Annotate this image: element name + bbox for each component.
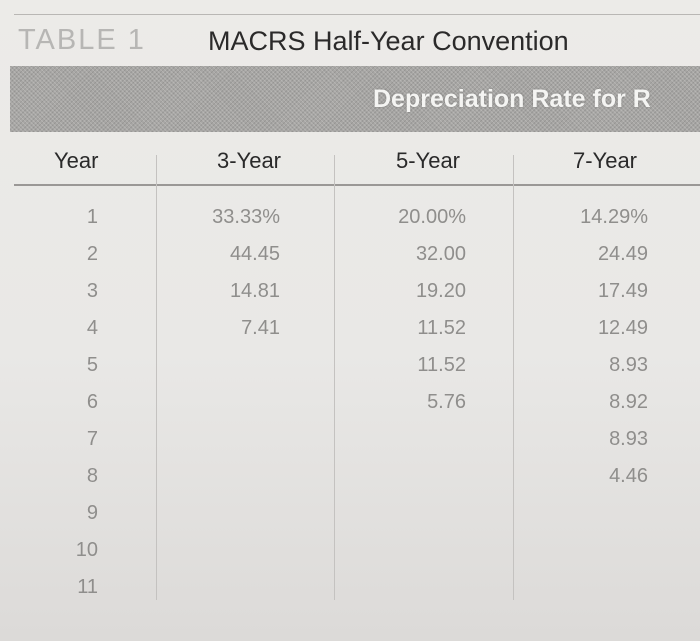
rate-cell: 8.93: [609, 428, 648, 450]
year-column: 1 2 3 4 5 6 7 8 9 10 11: [58, 205, 98, 612]
header-rule: [14, 184, 700, 186]
seven-year-column: 14.29% 24.49 17.49 12.49 8.93 8.92 8.93 …: [560, 205, 648, 501]
rate-cell: 33.33%: [212, 206, 280, 228]
year-cell: 1: [86, 206, 98, 228]
header-7-year: 7-Year: [573, 148, 638, 173]
rate-cell: 8.93: [609, 354, 648, 376]
year-cell: 8: [86, 465, 98, 487]
year-cell: 11: [77, 576, 98, 598]
rate-cell: 4.46: [609, 465, 648, 487]
column-divider: [334, 155, 335, 600]
rate-cell: 5.76: [427, 391, 466, 413]
header-year: Year: [54, 148, 99, 173]
rate-cell: 8.92: [609, 391, 648, 413]
rate-cell: 20.00%: [398, 206, 466, 228]
table-label: TABLE 1: [18, 24, 146, 56]
rate-cell: 7.41: [241, 317, 280, 339]
rate-cell: 14.81: [229, 280, 280, 302]
column-divider: [513, 155, 514, 600]
banner-text: Depreciation Rate for R: [373, 85, 651, 113]
header-5-year: 5-Year: [396, 148, 461, 173]
rate-cell: 17.49: [597, 280, 648, 302]
rate-cell: 32.00: [415, 243, 466, 265]
rate-cell: 24.49: [597, 243, 648, 265]
year-cell: 10: [75, 539, 98, 561]
year-cell: 4: [86, 317, 98, 339]
header-3-year: 3-Year: [217, 148, 282, 173]
year-cell: 9: [86, 502, 98, 524]
year-cell: 2: [86, 243, 98, 265]
rate-cell: 44.45: [229, 243, 280, 265]
year-cell: 6: [86, 391, 98, 413]
five-year-column: 20.00% 32.00 19.20 11.52 11.52 5.76: [378, 205, 466, 427]
table-title: MACRS Half-Year Convention: [208, 26, 569, 56]
year-cell: 3: [86, 280, 98, 302]
rate-cell: 12.49: [597, 317, 648, 339]
column-divider: [156, 155, 157, 600]
rate-cell: 11.52: [417, 354, 466, 376]
three-year-column: 33.33% 44.45 14.81 7.41: [200, 205, 280, 353]
top-rule: [14, 14, 700, 15]
rate-cell: 19.20: [415, 280, 466, 302]
header-banner: [10, 66, 700, 132]
rate-cell: 11.52: [417, 317, 466, 339]
rate-cell: 14.29%: [580, 206, 648, 228]
year-cell: 5: [86, 354, 98, 376]
year-cell: 7: [86, 428, 98, 450]
